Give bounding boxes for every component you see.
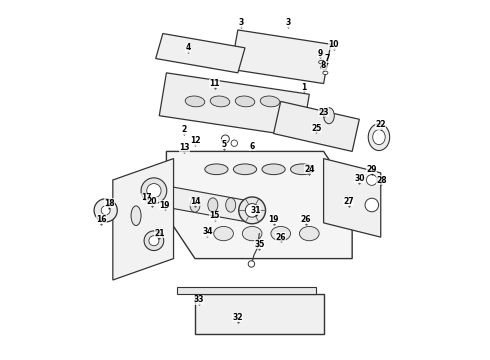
Text: 10: 10	[328, 40, 339, 49]
Ellipse shape	[94, 199, 117, 222]
Ellipse shape	[226, 198, 236, 212]
Text: 3: 3	[285, 18, 291, 27]
Text: 3: 3	[239, 18, 244, 27]
Ellipse shape	[365, 198, 379, 212]
Text: 18: 18	[104, 199, 115, 208]
Ellipse shape	[231, 140, 238, 147]
Ellipse shape	[262, 164, 285, 175]
Text: 19: 19	[269, 215, 279, 224]
Ellipse shape	[235, 96, 255, 107]
Ellipse shape	[248, 261, 255, 267]
Text: 29: 29	[367, 165, 377, 174]
Polygon shape	[195, 294, 323, 334]
Ellipse shape	[205, 164, 228, 175]
Polygon shape	[231, 30, 331, 84]
Text: 33: 33	[194, 295, 204, 304]
Polygon shape	[167, 152, 352, 258]
Text: 5: 5	[221, 140, 226, 149]
Text: 2: 2	[182, 126, 187, 135]
Ellipse shape	[321, 66, 326, 69]
Ellipse shape	[367, 175, 377, 185]
Ellipse shape	[147, 184, 161, 198]
Text: 1: 1	[301, 83, 307, 92]
Text: 16: 16	[96, 215, 107, 224]
Text: 17: 17	[142, 193, 152, 202]
Ellipse shape	[233, 164, 257, 175]
Text: 25: 25	[311, 124, 321, 133]
Ellipse shape	[208, 198, 218, 212]
Text: 8: 8	[321, 61, 326, 70]
Ellipse shape	[243, 226, 262, 241]
Ellipse shape	[318, 60, 325, 64]
Text: 31: 31	[250, 206, 261, 215]
Polygon shape	[323, 158, 381, 237]
Polygon shape	[159, 73, 309, 137]
Polygon shape	[173, 187, 252, 223]
Text: 26: 26	[275, 233, 286, 242]
Text: 32: 32	[233, 313, 243, 322]
Polygon shape	[273, 102, 359, 152]
Ellipse shape	[271, 226, 291, 241]
Ellipse shape	[214, 226, 233, 241]
Polygon shape	[177, 287, 317, 294]
Ellipse shape	[101, 206, 110, 215]
Text: 9: 9	[318, 49, 322, 58]
Ellipse shape	[210, 96, 230, 107]
Text: 21: 21	[154, 229, 165, 238]
Ellipse shape	[221, 135, 229, 143]
Text: 20: 20	[147, 197, 157, 206]
Ellipse shape	[373, 130, 385, 145]
Text: 24: 24	[304, 165, 315, 174]
Polygon shape	[113, 158, 173, 280]
Text: 6: 6	[249, 141, 255, 150]
Text: 12: 12	[190, 136, 200, 145]
Ellipse shape	[260, 96, 280, 107]
Ellipse shape	[299, 226, 319, 241]
Text: 14: 14	[190, 197, 200, 206]
Ellipse shape	[323, 71, 328, 75]
Ellipse shape	[245, 203, 259, 217]
Text: 19: 19	[159, 201, 170, 210]
Text: 27: 27	[343, 197, 354, 206]
Ellipse shape	[190, 198, 200, 212]
Ellipse shape	[185, 96, 205, 107]
Ellipse shape	[323, 108, 334, 124]
Ellipse shape	[144, 231, 164, 251]
Text: 22: 22	[375, 120, 386, 129]
Text: 34: 34	[202, 227, 213, 236]
Text: 28: 28	[376, 176, 387, 185]
Text: 13: 13	[179, 143, 190, 152]
Ellipse shape	[239, 197, 266, 224]
Ellipse shape	[291, 164, 314, 175]
Text: 23: 23	[318, 108, 329, 117]
Ellipse shape	[141, 178, 167, 203]
Text: 7: 7	[324, 54, 330, 63]
Ellipse shape	[149, 236, 159, 246]
Ellipse shape	[368, 124, 390, 150]
Text: 4: 4	[185, 43, 191, 52]
Text: 30: 30	[354, 174, 365, 183]
Text: 15: 15	[209, 211, 220, 220]
Polygon shape	[156, 33, 245, 73]
Text: 26: 26	[300, 215, 311, 224]
Text: 35: 35	[254, 240, 265, 249]
Ellipse shape	[131, 206, 141, 226]
Text: 11: 11	[209, 79, 220, 88]
